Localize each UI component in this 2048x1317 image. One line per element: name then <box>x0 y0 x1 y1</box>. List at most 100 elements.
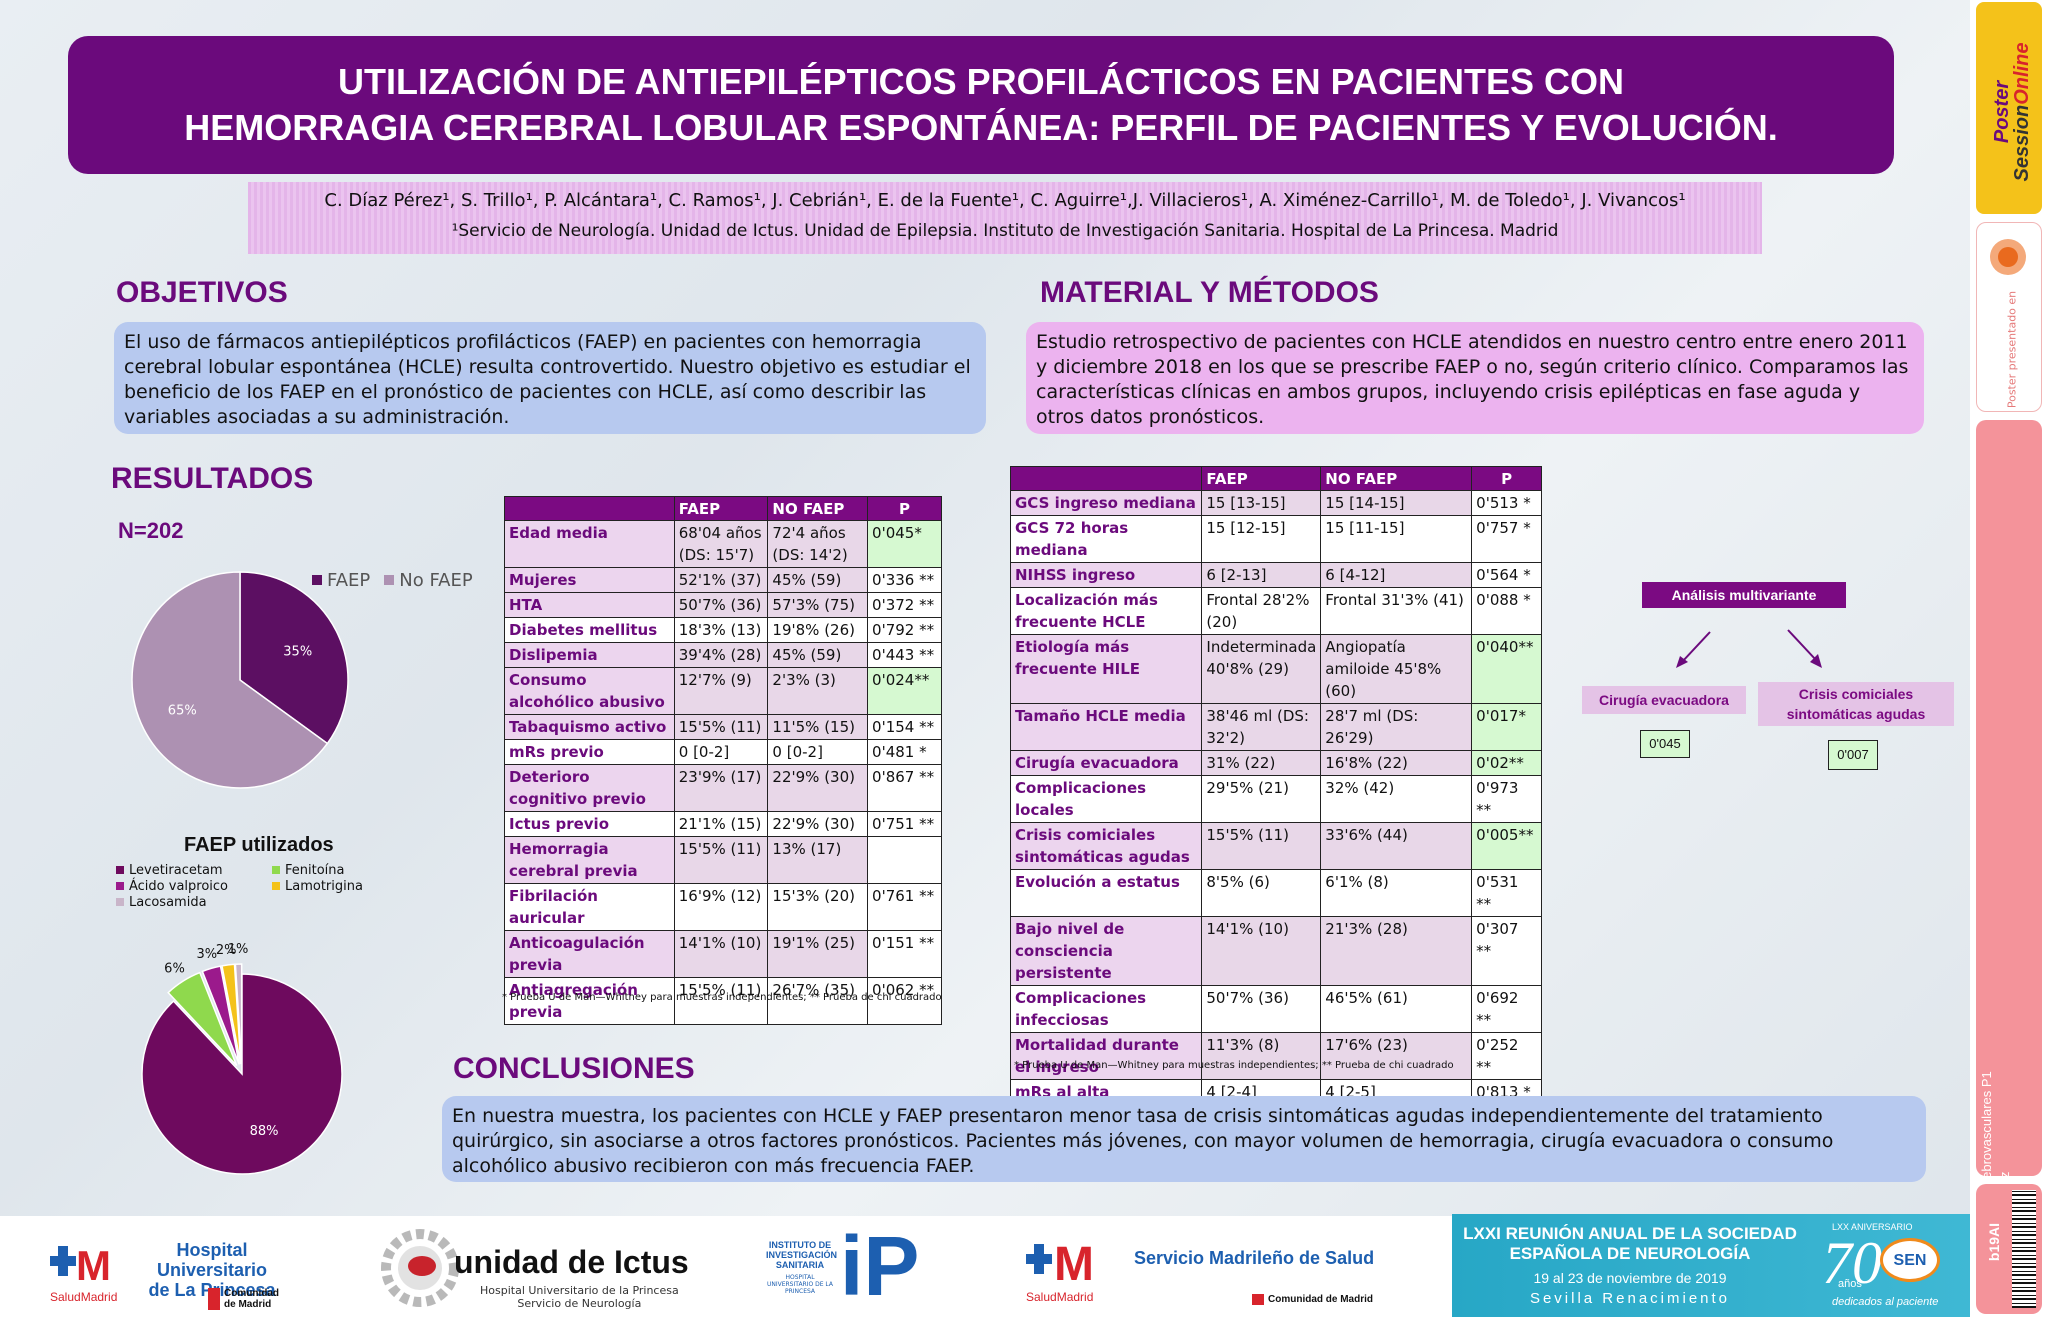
table-row: Dislipemia 39'4% (28) 45% (59) 0'443 ** <box>504 642 942 668</box>
table1-cell-label: Consumo alcohólico abusivo <box>504 667 675 715</box>
table-row: Etiología más frecuente HILE Indeterminad… <box>1009 634 1542 704</box>
multivariante-left-p: 0'045 <box>1640 730 1690 758</box>
salud-madrid-text-2: SaludMadrid <box>1026 1290 1094 1304</box>
iis-text: INSTITUTO DE INVESTIGACIÓN SANITARIA <box>766 1240 838 1270</box>
poster-title: UTILIZACIÓN DE ANTIEPILÉPTICOS PROFILÁCT… <box>68 36 1894 174</box>
table2-cell-label: NIHSS ingreso <box>1009 562 1203 588</box>
legend-faep-label: FAEP <box>327 569 371 591</box>
affiliation: ¹Servicio de Neurología. Unidad de Ictus… <box>451 221 1559 241</box>
arrowhead-left-icon <box>1676 656 1688 668</box>
multivariante-arrows <box>1676 631 1711 668</box>
iis-letters: iP <box>840 1219 920 1313</box>
poster-code: b19AI <box>1986 1222 2002 1262</box>
t2-head-p: P <box>1471 466 1542 491</box>
table1-cell-faep: 15'5% (11) <box>673 977 769 1025</box>
table-row: Complicaciones locales 29'5% (21) 32% (42)… <box>1009 775 1542 823</box>
table1-cell-faep: 15'5% (11) <box>673 836 769 884</box>
table-row: NIHSS ingreso 6 [2-13] 6 [4-12] 0'564 * <box>1009 562 1542 588</box>
t1-head-p: P <box>867 496 942 521</box>
sample-size: N=202 <box>118 518 184 543</box>
table2-cell-p: 0'040** <box>1471 634 1542 704</box>
table1-cell-no: 15'3% (20) <box>767 883 869 931</box>
legend-fenitoina: Fenitoína <box>272 862 344 878</box>
barcode-icon <box>2012 1190 2036 1308</box>
table1-cell-no: 45% (59) <box>767 642 869 668</box>
ictus-sub-1: Hospital Universitario de la Princesa <box>480 1284 679 1297</box>
author-list: C. Díaz Pérez¹, S. Trillo¹, P. Alcántara… <box>324 190 1686 211</box>
table-row: Cirugía evacuadora 31% (22) 16'8% (22) 0'02… <box>1009 750 1542 776</box>
pie-label: 2% <box>216 943 237 958</box>
poster-session-online-logo[interactable]: Poster SessionOnline <box>1976 2 2042 214</box>
svg-text:M: M <box>76 1242 111 1286</box>
table1-cell-no: 13% (17) <box>767 836 869 884</box>
pie-slice-levetiracetam <box>141 973 343 1175</box>
legend-faep: FAEP <box>312 569 371 591</box>
table2-cell-no: 33'6% (44) <box>1320 822 1473 870</box>
multivariante-right-p: 0'007 <box>1828 740 1878 770</box>
sen-title: LXXI REUNIÓN ANUAL DE LA SOCIEDAD ESPAÑO… <box>1460 1224 1800 1264</box>
table-row: Deterioro cognitivo previo 23'9% (17) 22'9… <box>504 764 942 812</box>
logo-sermas: M Servicio Madrileño de Salud SaludMadri… <box>1026 1232 1406 1312</box>
table1-cell-label: Fibrilación auricular <box>504 883 675 931</box>
legend-lamotrigina-label: Lamotrigina <box>285 878 363 894</box>
table-row: Crisis comiciales sintomáticas agudas 15'… <box>1009 822 1542 870</box>
pie1-legend: FAEP No FAEP <box>312 569 473 591</box>
table1-cell-label: Dislipemia <box>504 642 675 668</box>
pie2-title: FAEP utilizados <box>184 834 334 856</box>
poster: UTILIZACIÓN DE ANTIEPILÉPTICOS PROFILÁCT… <box>50 36 1970 1317</box>
logo-hospital-princesa: M Hospital Universitario de La Princesa … <box>50 1226 290 1310</box>
salud-madrid-text: SaludMadrid <box>50 1290 118 1304</box>
table-row: Bajo nivel de consciencia persistente 14'… <box>1009 916 1542 986</box>
arrow-right-icon <box>1787 629 1817 661</box>
sen-banner: LXXI REUNIÓN ANUAL DE LA SOCIEDAD ESPAÑO… <box>1452 1214 1970 1317</box>
logo-iis-princesa: INSTITUTO DE INVESTIGACIÓN SANITARIA HOS… <box>760 1218 950 1314</box>
table-row: Evolución a estatus 8'5% (6) 6'1% (8) 0'531… <box>1009 869 1542 917</box>
table2-cell-faep: 15 [13-15] <box>1201 490 1322 516</box>
table1-cell-no: 19'8% (26) <box>767 617 869 643</box>
t1-head-blank <box>504 496 675 521</box>
table-outcomes: FAEP NO FAEP P GCS ingreso mediana 15 [13… <box>1009 466 1542 1177</box>
table2-cell-p: 0'017* <box>1471 703 1542 751</box>
table1-cell-p: 0'761 ** <box>867 883 942 931</box>
table2-cell-label: Complicaciones locales <box>1009 775 1203 823</box>
pie-chart-faep-utilizados: 88% 6% 3%2%1% <box>141 942 343 1175</box>
table2-cell-label: Evolución a estatus <box>1009 869 1203 917</box>
comunidad-madrid-1: Comunidad de Madrid <box>208 1288 290 1310</box>
brand-3: Online <box>2011 42 2033 105</box>
presentado-en-box: Poster presentado en <box>1976 222 2042 412</box>
table1-cell-faep: 50'7% (36) <box>673 592 769 618</box>
table-row: HTA 50'7% (36) 57'3% (75) 0'372 ** <box>504 592 942 618</box>
t2-footnote: * Prueba U de Man—Whitney para muestras … <box>1014 1060 1454 1071</box>
legend-lamotrigina: Lamotrigina <box>272 878 363 894</box>
brand-2: Session <box>2011 104 2033 182</box>
table2-cell-no: 21'3% (28) <box>1320 916 1473 986</box>
authors-block: C. Díaz Pérez¹, S. Trillo¹, P. Alcántara… <box>248 182 1762 254</box>
table-row: Consumo alcohólico abusivo 12'7% (9) 2'3% … <box>504 667 942 715</box>
table2-cell-p: 0'513 * <box>1471 490 1542 516</box>
table2-cell-no: 6'1% (8) <box>1320 869 1473 917</box>
table2-cell-label: GCS 72 horas mediana <box>1009 515 1203 563</box>
table1-cell-p: 0'336 ** <box>867 567 942 593</box>
table1-cell-label: Edad media <box>504 520 675 568</box>
table1-cell-faep: 21'1% (15) <box>673 811 769 837</box>
table1-cell-p: 0'024** <box>867 667 942 715</box>
table2-cell-faep: 50'7% (36) <box>1201 985 1322 1033</box>
multivariante-arrow-right <box>1787 629 1822 668</box>
table2-cell-no: 15 [11-15] <box>1320 515 1473 563</box>
table-row: Anticoagulación previa 14'1% (10) 19'1% (2… <box>504 930 942 978</box>
table1-cell-no: 0 [0-2] <box>767 739 869 765</box>
table-row: Hemorragia cerebral previa 15'5% (11) 13% … <box>504 836 942 884</box>
table2-cell-faep: 14'1% (10) <box>1201 916 1322 986</box>
t1-footnote: * Prueba U de Man—Whitney para muestras … <box>502 992 942 1003</box>
table2-cell-p: 0'757 * <box>1471 515 1542 563</box>
table2-cell-label: Mortalidad durante el ingreso <box>1009 1032 1203 1080</box>
table-row: Localización más frecuente HCLE Frontal 2… <box>1009 587 1542 635</box>
table1-cell-label: Mujeres <box>504 567 675 593</box>
pie-slice-lamotrigina <box>221 963 242 1065</box>
pie-label: 35% <box>283 645 312 660</box>
table1-cell-p: 0'792 ** <box>867 617 942 643</box>
pie-slice-fenito-na <box>167 971 238 1067</box>
pie-label: 65% <box>168 703 197 718</box>
sermas-text: Servicio Madrileño de Salud <box>1134 1248 1375 1268</box>
pie-chart-faep: 35% 65% <box>131 571 349 789</box>
